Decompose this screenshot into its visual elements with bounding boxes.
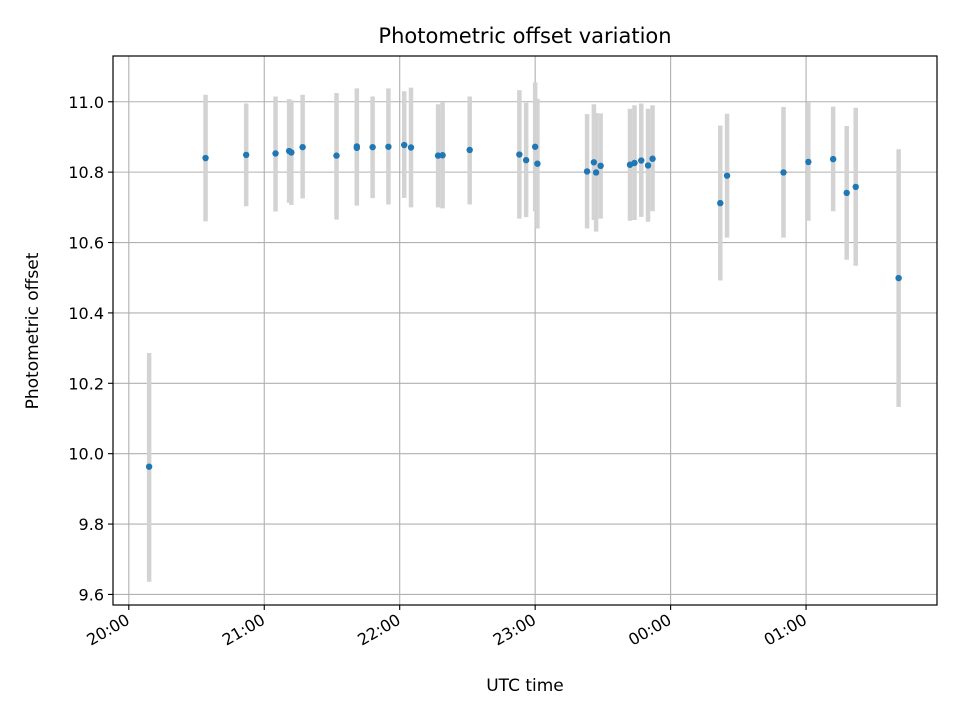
data-point xyxy=(466,146,473,154)
data-point xyxy=(531,143,539,150)
y-tick-label: 9.8 xyxy=(79,515,104,534)
data-point xyxy=(299,143,306,151)
data-point xyxy=(592,169,600,176)
y-tick-label: 9.6 xyxy=(79,585,104,604)
y-tick-label: 10.6 xyxy=(68,234,104,253)
y-tick-label: 10.4 xyxy=(68,304,104,323)
y-tick-label: 10.2 xyxy=(68,374,104,393)
data-point xyxy=(369,143,376,151)
data-point xyxy=(805,158,812,166)
data-point xyxy=(644,162,652,169)
x-axis-label: UTC time xyxy=(486,676,564,696)
data-point xyxy=(638,157,645,164)
y-tick-label: 10.8 xyxy=(68,163,104,182)
data-point xyxy=(723,172,731,179)
data-point xyxy=(780,169,787,176)
data-point xyxy=(649,155,656,162)
data-point xyxy=(288,149,295,156)
data-point xyxy=(631,159,638,167)
data-point xyxy=(590,159,598,166)
y-tick-label: 11.0 xyxy=(68,93,104,112)
data-point xyxy=(242,151,250,159)
data-point xyxy=(353,144,361,152)
data-point xyxy=(717,199,724,207)
data-point xyxy=(145,463,153,470)
chart-title: Photometric offset variation xyxy=(378,24,671,48)
plot-frame xyxy=(112,55,938,606)
data-point xyxy=(852,183,859,191)
data-point xyxy=(829,155,837,163)
data-point xyxy=(401,141,408,149)
data-point xyxy=(439,152,446,159)
data-point xyxy=(516,151,523,158)
y-tick-label: 10.0 xyxy=(68,445,104,464)
data-point xyxy=(583,168,591,175)
data-point xyxy=(385,143,392,150)
data-point xyxy=(202,154,209,162)
data-point xyxy=(333,152,340,159)
y-axis-label: Photometric offset xyxy=(23,252,43,409)
data-points xyxy=(145,141,902,470)
data-point xyxy=(407,144,415,151)
data-point xyxy=(272,150,279,157)
data-point xyxy=(843,189,850,197)
data-point xyxy=(895,274,902,282)
y-axis-ticks: 9.6 9.8 10.0 10.2 10.4 10.6 10.8 11.0 xyxy=(68,93,113,604)
data-point xyxy=(597,162,604,169)
data-point xyxy=(522,156,530,164)
data-point xyxy=(534,160,541,167)
